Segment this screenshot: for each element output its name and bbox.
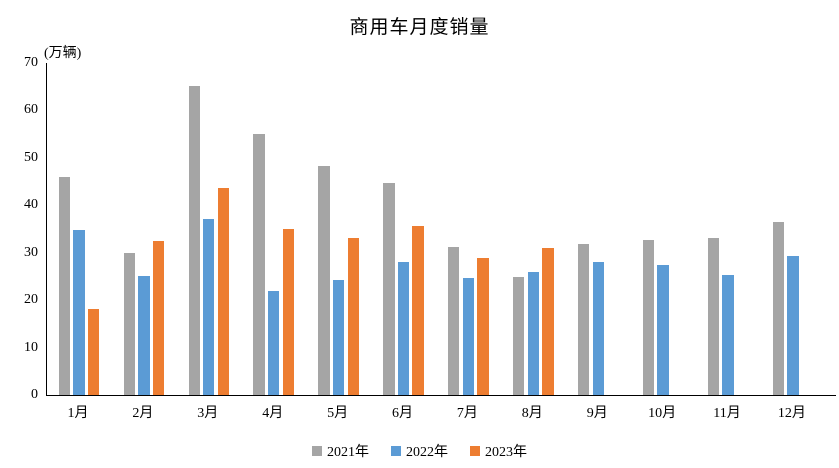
legend-swatch-icon (470, 446, 480, 456)
legend: 2021年 2022年 2023年 (0, 441, 839, 461)
legend-item-2021年: 2021年 (312, 441, 369, 461)
plot-area (46, 63, 836, 396)
bar-2022年-2月 (138, 275, 150, 395)
bar-group-10月 (642, 63, 684, 395)
legend-swatch-icon (391, 446, 401, 456)
legend-item-2022年: 2022年 (391, 441, 448, 461)
bar-2021年-5月 (318, 165, 330, 395)
x-tick-label-5月: 5月 (327, 406, 349, 421)
bar-2022年-1月 (73, 230, 85, 395)
y-tick-label: 0 (31, 387, 38, 402)
x-tick-label-6月: 6月 (392, 406, 413, 421)
bar-group-2月 (123, 63, 165, 395)
bar-2022年-11月 (722, 274, 734, 395)
y-tick-label: 40 (24, 197, 38, 213)
y-tick-label: 10 (24, 339, 38, 355)
x-tick-label-2月: 2月 (132, 406, 154, 421)
bar-2023年-8月 (542, 247, 554, 395)
bar-2023年-2月 (152, 240, 165, 395)
x-tick-label-9月: 9月 (586, 406, 608, 421)
bar-group-9月 (577, 63, 619, 395)
x-tick-label-8月: 8月 (521, 406, 543, 421)
bar-2023年-3月 (217, 188, 230, 395)
bar-group-11月 (707, 63, 749, 395)
bar-group-3月 (188, 63, 230, 395)
y-tick-label: 60 (24, 102, 38, 118)
bar-2022年-5月 (332, 280, 345, 395)
bar-2021年-11月 (707, 238, 720, 395)
y-tick-label: 30 (24, 244, 38, 260)
legend-label: 2023年 (485, 445, 527, 460)
legend-item-2023年: 2023年 (470, 441, 527, 461)
bar-group-1月 (58, 63, 100, 395)
y-axis-unit-label: (万辆) (44, 46, 82, 61)
bar-group-8月 (513, 63, 554, 395)
x-tick-label-10月: 10月 (648, 406, 677, 421)
bar-2023年-4月 (282, 228, 294, 395)
bar-2023年-5月 (347, 238, 359, 395)
bar-2022年-7月 (462, 278, 475, 395)
bar-group-5月 (318, 63, 359, 395)
bar-2022年-10月 (657, 265, 669, 395)
bar-2021年-12月 (772, 221, 784, 395)
x-tick-label-7月: 7月 (456, 406, 478, 421)
bar-2022年-12月 (787, 256, 799, 395)
bar-2021年-4月 (253, 133, 265, 395)
chart-title: 商用车月度销量 (349, 17, 490, 38)
bar-group-7月 (448, 63, 489, 395)
bar-2023年-7月 (477, 258, 489, 395)
bar-group-12月 (772, 63, 814, 395)
bar-2021年-6月 (383, 183, 395, 395)
bar-2022年-4月 (268, 291, 280, 395)
bar-2021年-3月 (188, 85, 200, 395)
bar-2022年-8月 (527, 272, 539, 395)
bar-2021年-2月 (123, 253, 135, 395)
bar-group-6月 (383, 63, 424, 395)
bar-2021年-7月 (448, 246, 460, 395)
bar-2022年-9月 (592, 262, 604, 395)
bar-2021年-9月 (577, 244, 590, 395)
bar-2022年-6月 (397, 261, 410, 395)
bar-2023年-6月 (412, 226, 424, 395)
bar-2021年-10月 (642, 239, 655, 395)
bar-2023年-1月 (87, 309, 100, 395)
legend-swatch-icon (312, 446, 322, 456)
bar-2021年-1月 (58, 177, 71, 395)
y-tick-label: 50 (24, 149, 38, 165)
x-tick-label-1月: 1月 (67, 406, 89, 421)
bar-2021年-8月 (513, 277, 525, 395)
bar-group-4月 (253, 63, 294, 395)
legend-label: 2022年 (406, 445, 448, 460)
legend-label: 2021年 (327, 445, 369, 460)
x-tick-label-12月: 12月 (777, 406, 806, 421)
y-tick-label: 70 (24, 55, 38, 70)
x-tick-label-11月: 11月 (713, 406, 741, 421)
bar-2022年-3月 (203, 219, 215, 395)
x-tick-label-3月: 3月 (197, 406, 219, 421)
x-tick-label-4月: 4月 (262, 406, 284, 421)
y-tick-label: 20 (24, 292, 38, 308)
